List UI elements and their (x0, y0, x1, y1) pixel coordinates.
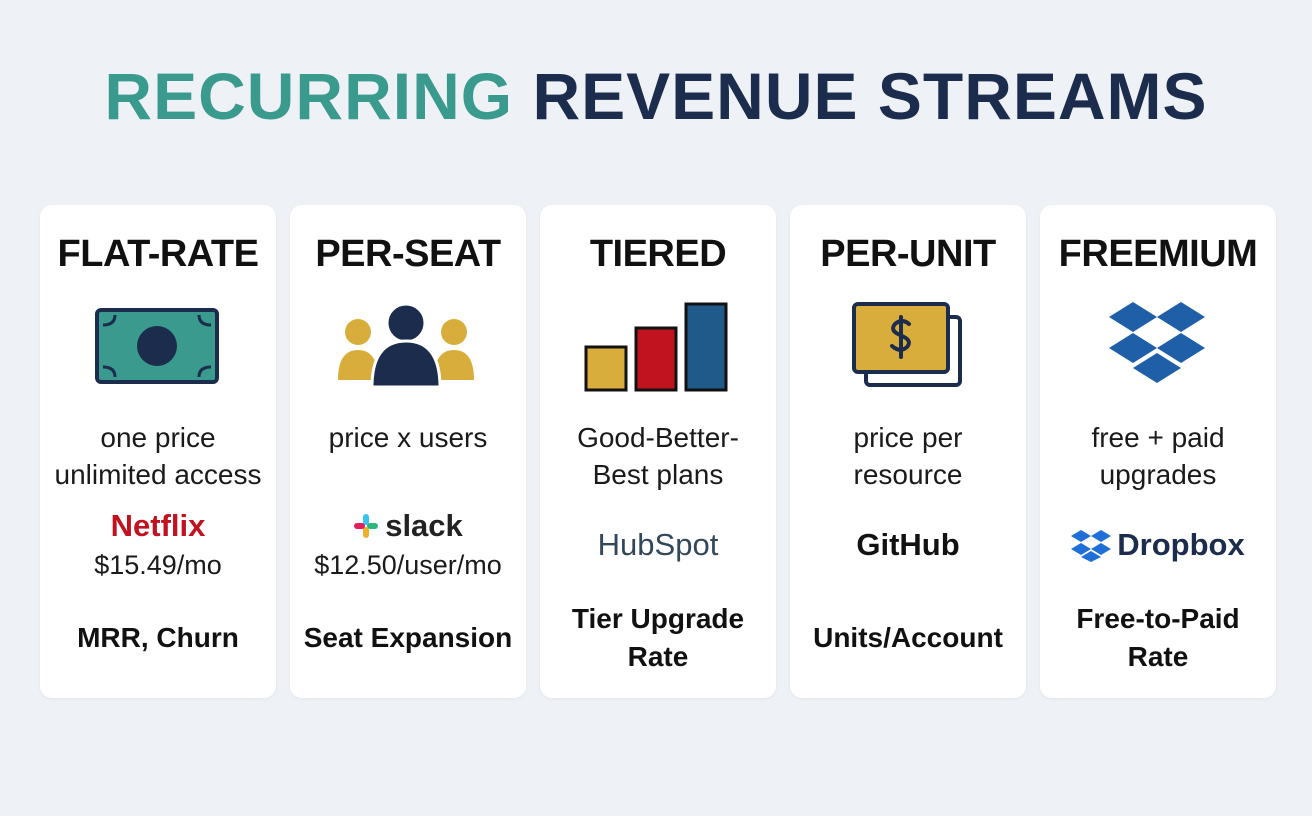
brand-row: Dropbox (1071, 525, 1245, 565)
brand-row: slack (353, 506, 463, 546)
card: PER-UNIT price per resource GitHub Units/… (790, 205, 1026, 698)
brand: Netflix (110, 508, 206, 543)
description-line: Best plans (592, 459, 724, 490)
brand: slack (385, 508, 463, 543)
money-icon (95, 308, 219, 384)
metric: Units/Account (790, 590, 1026, 685)
card-name: FLAT-RATE (57, 233, 259, 275)
people-icon (338, 302, 474, 389)
description-line: Good-Better- (577, 422, 739, 453)
metric-line: Rate (627, 640, 689, 672)
metric-line: Rate (1127, 640, 1189, 672)
description: Good-Better- Best plans (540, 419, 776, 493)
example: slack $12.50/user/mo (290, 500, 526, 590)
description: price x users (290, 419, 526, 456)
price: $15.49/mo (94, 550, 222, 580)
description: free + paid upgrades (1040, 419, 1276, 493)
description-line: free + paid (1091, 422, 1225, 453)
example: Dropbox (1040, 500, 1276, 590)
description: one price unlimited access (40, 419, 276, 493)
brand: Dropbox (1117, 527, 1245, 562)
title-part: REVENUE STREAMS (532, 59, 1208, 133)
title-part: RECURRING (104, 59, 514, 133)
card: FLAT-RATE one price unlimited access Netf… (40, 205, 276, 698)
metric-line: Units/Account (813, 621, 1003, 653)
dollar-card-icon (852, 302, 962, 387)
card: TIERED Good-Better- Best plans HubSpot Ti… (540, 205, 776, 698)
card-name: TIERED (589, 233, 727, 275)
tiers-icon (584, 302, 728, 392)
card-name: FREEMIUM (1058, 233, 1258, 275)
example: HubSpot (540, 500, 776, 590)
brand: HubSpot (597, 527, 719, 562)
card-name: PER-UNIT (820, 233, 996, 275)
title: RECURRING REVENUE STREAMS (0, 58, 1312, 134)
card-name: PER-SEAT (315, 233, 501, 275)
price: $12.50/user/mo (314, 550, 502, 580)
card: FREEMIUM free + paid upgrades Dropbox Fre… (1040, 205, 1276, 698)
slack-logo (354, 514, 379, 538)
description: price per resource (790, 419, 1026, 493)
description-line: upgrades (1099, 459, 1217, 490)
example: GitHub (790, 500, 1026, 590)
metric-line: Free-to-Paid (1076, 602, 1240, 634)
metric: Tier Upgrade Rate (540, 590, 776, 685)
description-line: unlimited access (54, 459, 262, 490)
card: PER-SEAT price x users slack $12.50/user… (290, 205, 526, 698)
metric: Seat Expansion (290, 590, 526, 685)
metric: MRR, Churn (40, 590, 276, 685)
example: Netflix $15.49/mo (40, 500, 276, 590)
description-line: one price (100, 422, 216, 453)
metric-line: Tier Upgrade (571, 602, 745, 634)
description-line: price per (853, 422, 963, 453)
description-line: resource (853, 459, 963, 490)
box-icon (1109, 302, 1205, 383)
metric-line: MRR, Churn (77, 621, 239, 653)
brand: GitHub (856, 527, 960, 562)
metric-line: Seat Expansion (303, 621, 513, 653)
description-line: price x users (328, 422, 488, 453)
metric: Free-to-Paid Rate (1040, 590, 1276, 685)
dropbox-logo (1071, 530, 1112, 562)
